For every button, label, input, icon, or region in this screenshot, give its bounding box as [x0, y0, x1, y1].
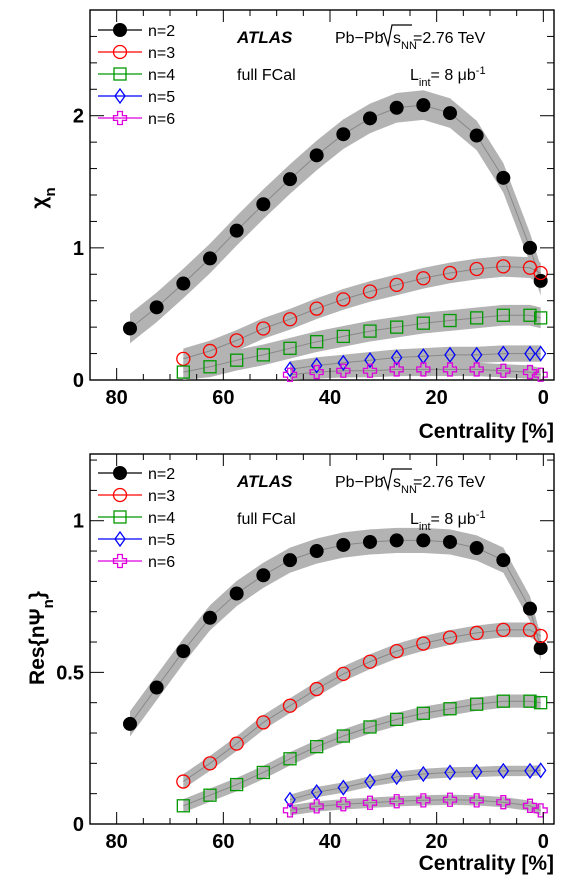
y-tick-label: 2 [73, 106, 84, 128]
legend-entry-label: n=5 [148, 532, 175, 549]
data-point [534, 642, 547, 655]
legend-entry-label: n=4 [148, 67, 175, 84]
energy-label: =2.76 TeV [413, 30, 486, 47]
legend-marker [114, 467, 127, 480]
data-point [417, 534, 430, 547]
legend-entry-label: n=3 [148, 45, 175, 62]
legend-entry-label: n=5 [148, 89, 175, 106]
data-point [150, 681, 163, 694]
x-axis-title: Centrality [%] [419, 420, 554, 443]
panel-top: 80 60 40 20 0 0 1 2 Centrality [%] χn n=2 n=3 n=4… [28, 10, 554, 443]
data-point [204, 611, 217, 624]
y-tick-label: 1 [73, 511, 84, 533]
data-point [337, 538, 350, 551]
data-point [524, 602, 537, 615]
x-tick-label: 60 [212, 387, 234, 409]
data-point [364, 112, 377, 125]
data-point [364, 535, 377, 548]
x-tick-label: 0 [538, 831, 549, 853]
panel-bottom: 80 60 40 20 0 0 0.5 1 Centrality [%] Res{nΨn} n… [26, 454, 554, 875]
data-point [470, 542, 483, 555]
data-point [177, 277, 190, 290]
atlas-label: ATLAS [236, 28, 293, 47]
y-axis-title: Res{nΨn} [26, 591, 57, 685]
legend-entry-label: n=4 [148, 510, 175, 527]
data-point [444, 535, 457, 548]
data-point [310, 545, 323, 558]
data-point [230, 224, 243, 237]
data-point [390, 534, 403, 547]
data-point [470, 129, 483, 142]
legend-entry-label: n=6 [148, 111, 175, 128]
legend-entry-label: n=6 [148, 554, 175, 571]
data-point [390, 101, 403, 114]
data-point [177, 645, 190, 658]
data-point [524, 241, 537, 254]
x-tick-label: 40 [319, 831, 341, 853]
data-point [417, 99, 430, 112]
data-point [284, 554, 297, 567]
data-point [310, 149, 323, 162]
data-point [230, 587, 243, 600]
y-tick-label: 0.5 [56, 662, 84, 684]
data-point [337, 128, 350, 141]
x-tick-label: 60 [212, 831, 234, 853]
data-point [497, 171, 510, 184]
legend-entry-label: n=2 [148, 466, 175, 483]
x-tick-label: 80 [106, 831, 128, 853]
detector-label: full FCal [237, 511, 296, 528]
energy-label: =2.76 TeV [413, 474, 486, 491]
x-tick-label: 80 [106, 387, 128, 409]
legend-entry-label: n=2 [148, 23, 175, 40]
data-point [124, 717, 137, 730]
x-tick-label: 0 [538, 387, 549, 409]
data-point [257, 198, 270, 211]
x-tick-label: 40 [319, 387, 341, 409]
data-point [284, 173, 297, 186]
data-point [497, 554, 510, 567]
data-point [150, 301, 163, 314]
data-point [534, 274, 547, 287]
detector-label: full FCal [237, 67, 296, 84]
data-point [444, 107, 457, 120]
data-point [204, 252, 217, 265]
system-label: Pb−Pb [335, 474, 384, 491]
y-tick-label: 0 [73, 370, 84, 392]
x-tick-label: 20 [426, 831, 448, 853]
system-label: Pb−Pb [335, 30, 384, 47]
x-tick-label: 20 [426, 387, 448, 409]
legend-marker [114, 24, 127, 37]
data-point [124, 322, 137, 335]
y-tick-label: 0 [73, 814, 84, 836]
y-tick-label: 1 [73, 238, 84, 260]
legend-entry-label: n=3 [148, 488, 175, 505]
x-axis-title: Centrality [%] [419, 852, 554, 875]
atlas-label: ATLAS [236, 472, 293, 491]
y-axis-title: χn [28, 187, 59, 208]
data-point [257, 569, 270, 582]
